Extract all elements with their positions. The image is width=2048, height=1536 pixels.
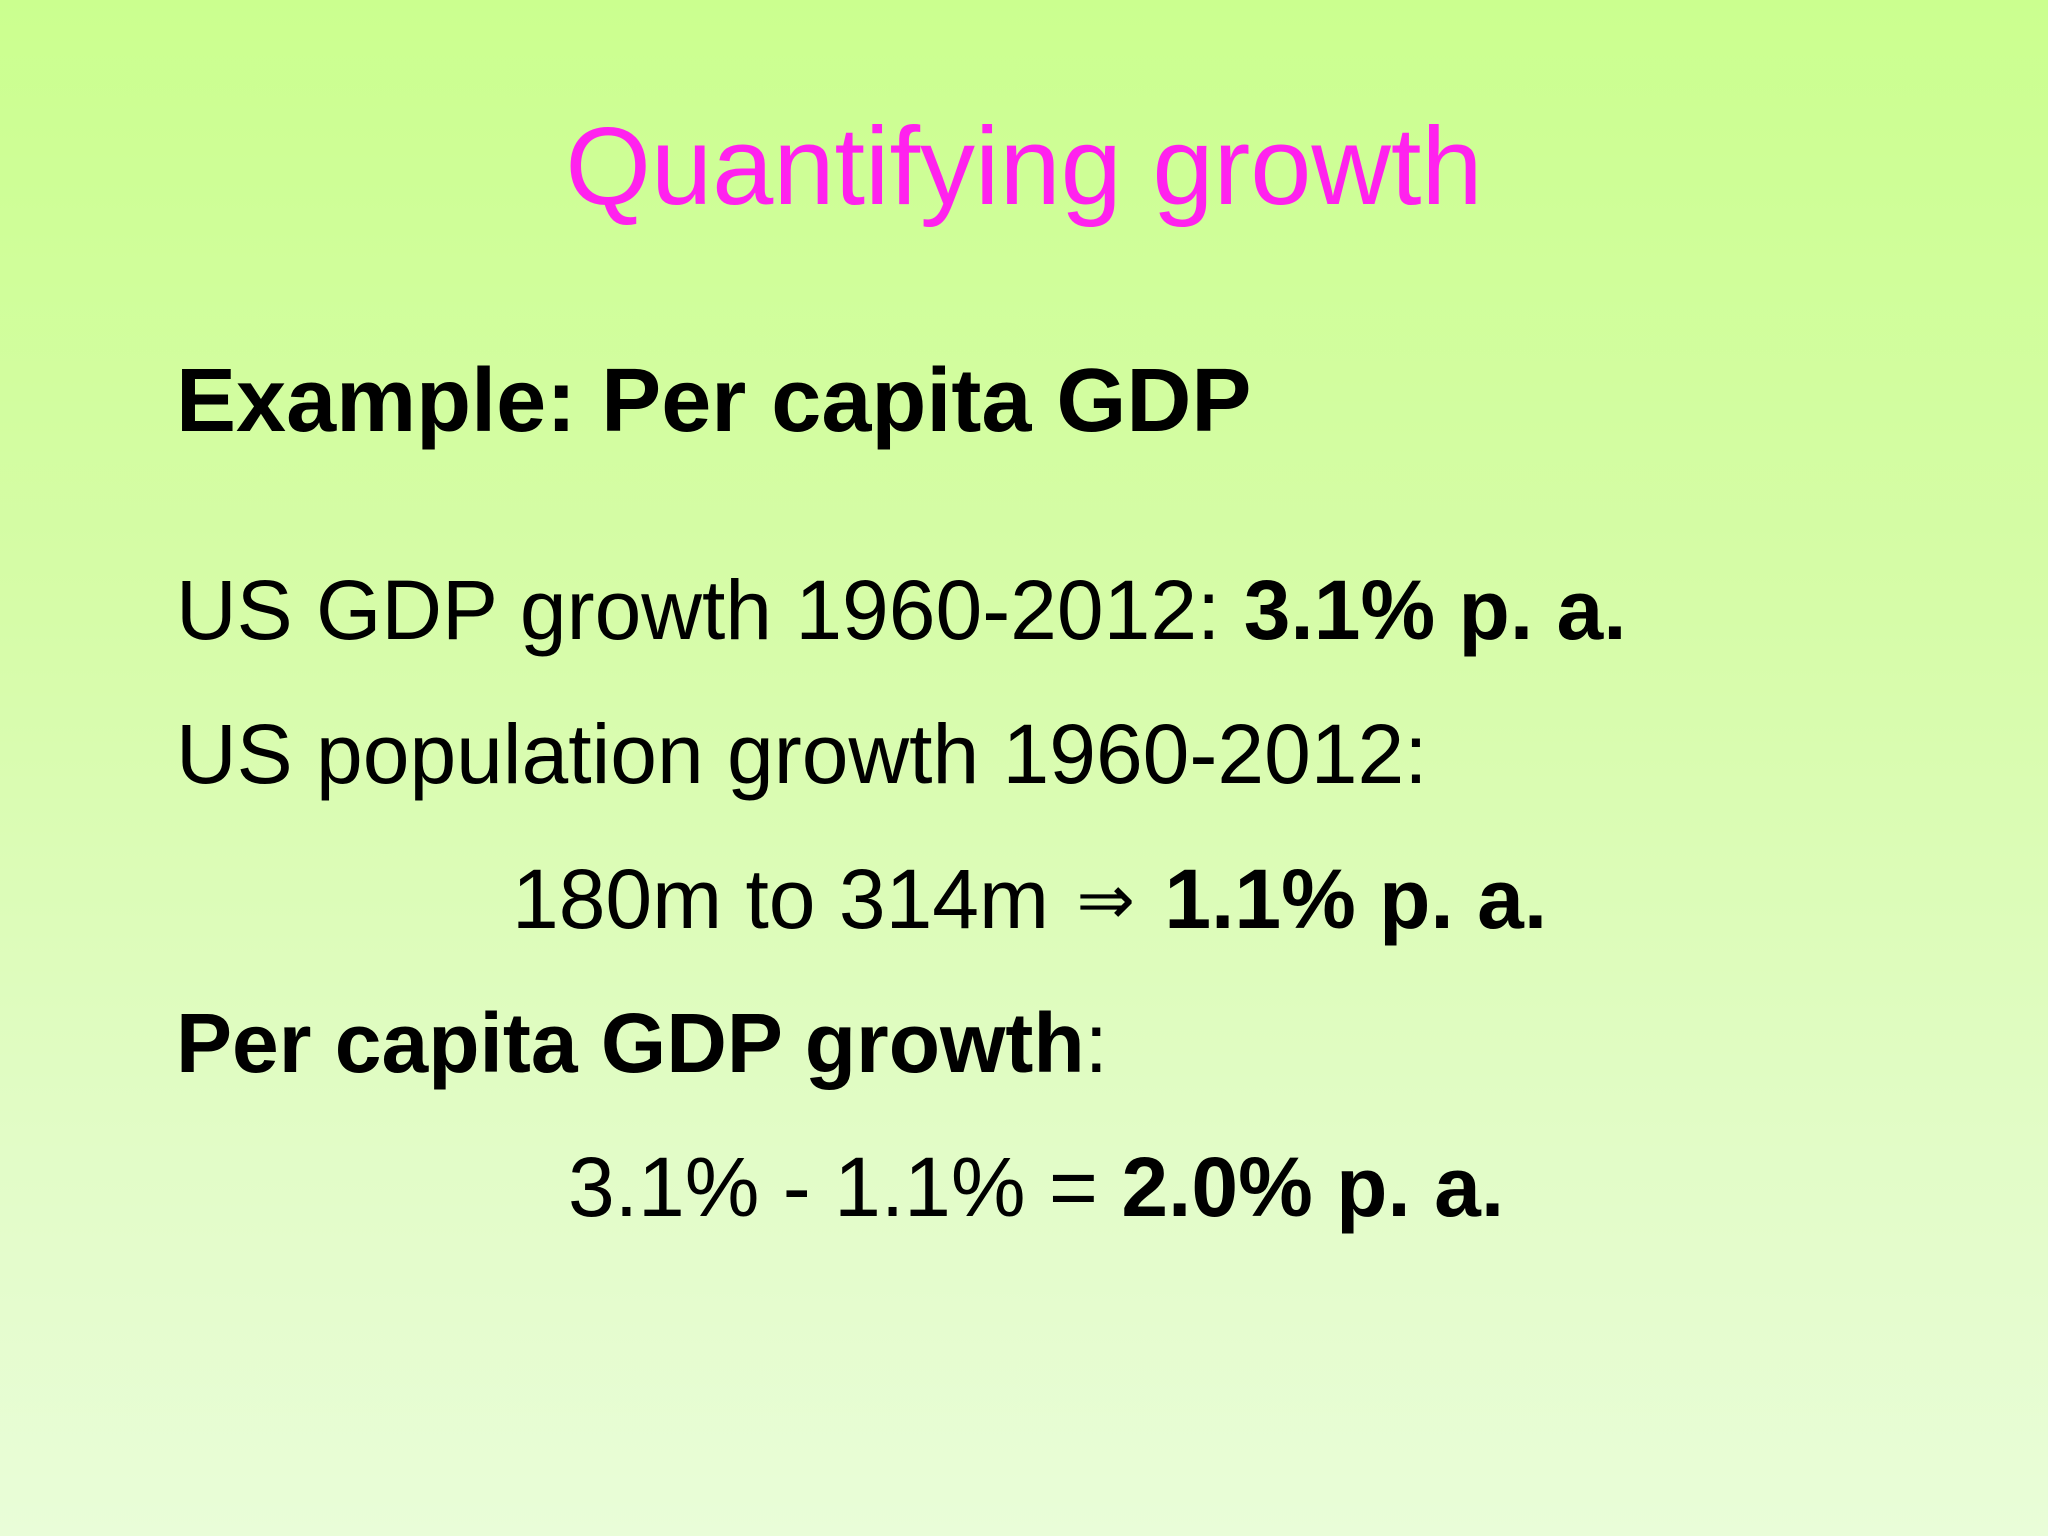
- gdp-growth-label: US GDP growth 1960-2012:: [176, 563, 1244, 657]
- population-growth-line: US population growth 1960-2012:: [176, 712, 1428, 796]
- population-growth-value: 1.1% p. a.: [1140, 852, 1548, 946]
- calculation-expression: 3.1% - 1.1% =: [568, 1140, 1122, 1234]
- slide-heading: Example: Per capita GDP: [176, 351, 1252, 451]
- per-capita-growth-line: Per capita GDP growth:: [176, 1001, 1108, 1085]
- gdp-growth-value: 3.1% p. a.: [1243, 563, 1627, 657]
- gdp-growth-line: US GDP growth 1960-2012: 3.1% p. a.: [176, 568, 1627, 652]
- slide-title: Quantifying growth: [565, 105, 1483, 228]
- implies-arrow-icon: ⇒: [1076, 859, 1135, 941]
- population-growth-detail: 180m to 314m ⇒ 1.1% p. a.: [512, 857, 1547, 941]
- population-growth-label: US population growth 1960-2012:: [176, 707, 1428, 801]
- per-capita-growth-label: Per capita GDP growth: [176, 996, 1085, 1090]
- per-capita-growth-value: 2.0% p. a.: [1121, 1140, 1505, 1234]
- per-capita-calculation: 3.1% - 1.1% = 2.0% p. a.: [568, 1145, 1504, 1229]
- population-range: 180m to 314m: [512, 852, 1073, 946]
- per-capita-colon: :: [1084, 996, 1109, 1090]
